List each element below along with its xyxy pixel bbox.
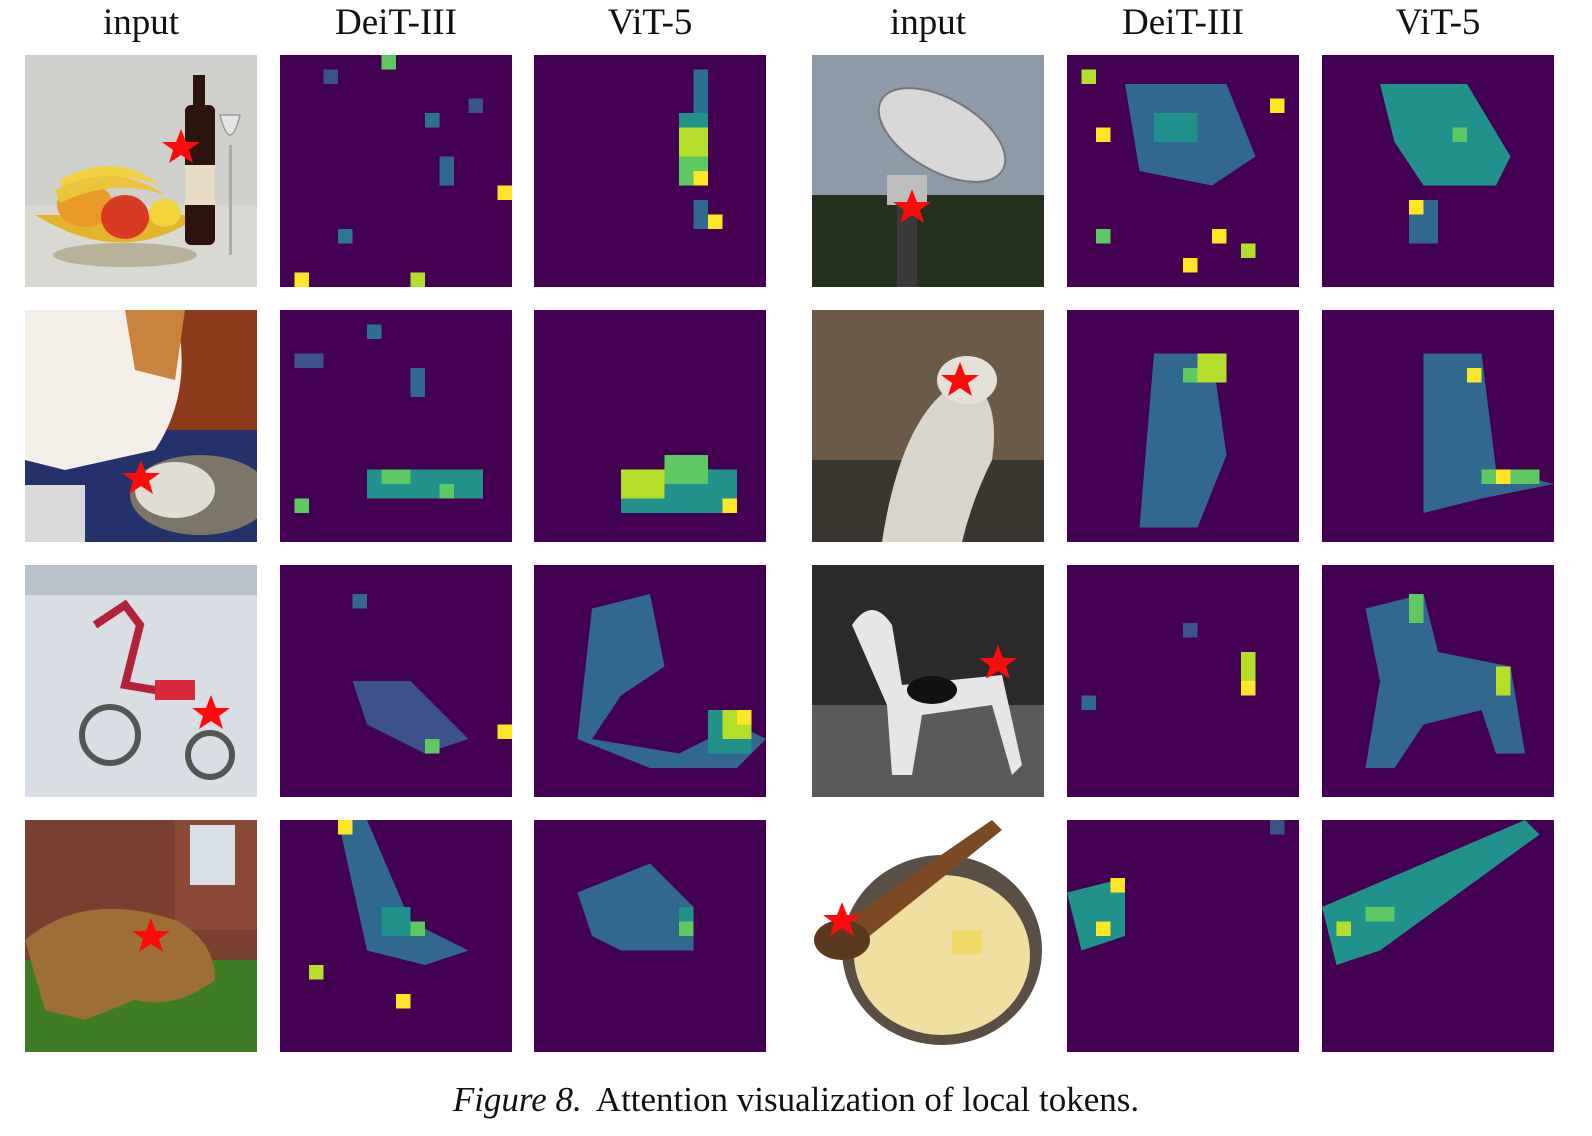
input-image-dog-leash bbox=[25, 820, 257, 1052]
header-input-right: input bbox=[889, 2, 967, 43]
deit-attention-map bbox=[1067, 820, 1299, 1052]
input-image-snow-leopard bbox=[812, 310, 1044, 542]
vit5-attention-map bbox=[1322, 820, 1554, 1052]
deit-attention-map bbox=[1067, 565, 1299, 797]
header-deit-right: DeiT-III bbox=[1122, 2, 1244, 43]
vit5-attention-map bbox=[1322, 310, 1554, 542]
figure-label: Figure 8. bbox=[452, 1080, 582, 1119]
vit5-attention-map bbox=[534, 565, 766, 797]
figure-caption: Figure 8. Attention visualization of loca… bbox=[0, 1078, 1592, 1122]
deit-attention-map bbox=[280, 565, 512, 797]
vit5-attention-map bbox=[534, 55, 766, 287]
input-image-mashed-potatoes bbox=[812, 820, 1044, 1052]
deit-attention-map bbox=[280, 310, 512, 542]
deit-attention-map bbox=[1067, 310, 1299, 542]
input-image-great-dane bbox=[812, 565, 1044, 797]
header-vit5-right: ViT-5 bbox=[1395, 2, 1481, 43]
vit5-attention-map bbox=[1322, 55, 1554, 287]
input-image-cat-mouse bbox=[25, 310, 257, 542]
figure-caption-text: Attention visualization of local tokens. bbox=[595, 1080, 1140, 1119]
input-image-tricycle-snow bbox=[25, 565, 257, 797]
vit5-attention-map bbox=[534, 820, 766, 1052]
vit5-attention-map bbox=[1322, 565, 1554, 797]
deit-attention-map bbox=[280, 55, 512, 287]
vit5-attention-map bbox=[534, 310, 766, 542]
header-input-left: input bbox=[102, 2, 180, 43]
header-deit-left: DeiT-III bbox=[335, 2, 457, 43]
input-image-fruit-bottle bbox=[25, 55, 257, 287]
deit-attention-map bbox=[280, 820, 512, 1052]
deit-attention-map bbox=[1067, 55, 1299, 287]
input-image-radio-telescope bbox=[812, 55, 1044, 287]
header-vit5-left: ViT-5 bbox=[607, 2, 693, 43]
